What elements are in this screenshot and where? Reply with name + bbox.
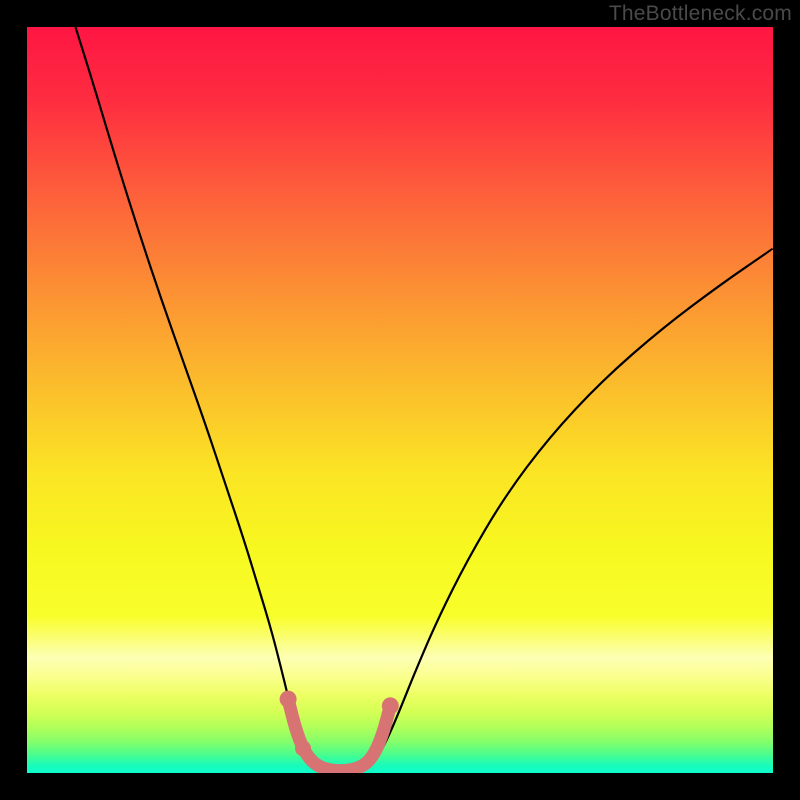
plot-gradient-background: [27, 27, 773, 773]
plot-frame: [27, 27, 773, 773]
watermark-text: TheBottleneck.com: [609, 2, 792, 26]
chart-container: TheBottleneck.com: [0, 0, 800, 800]
